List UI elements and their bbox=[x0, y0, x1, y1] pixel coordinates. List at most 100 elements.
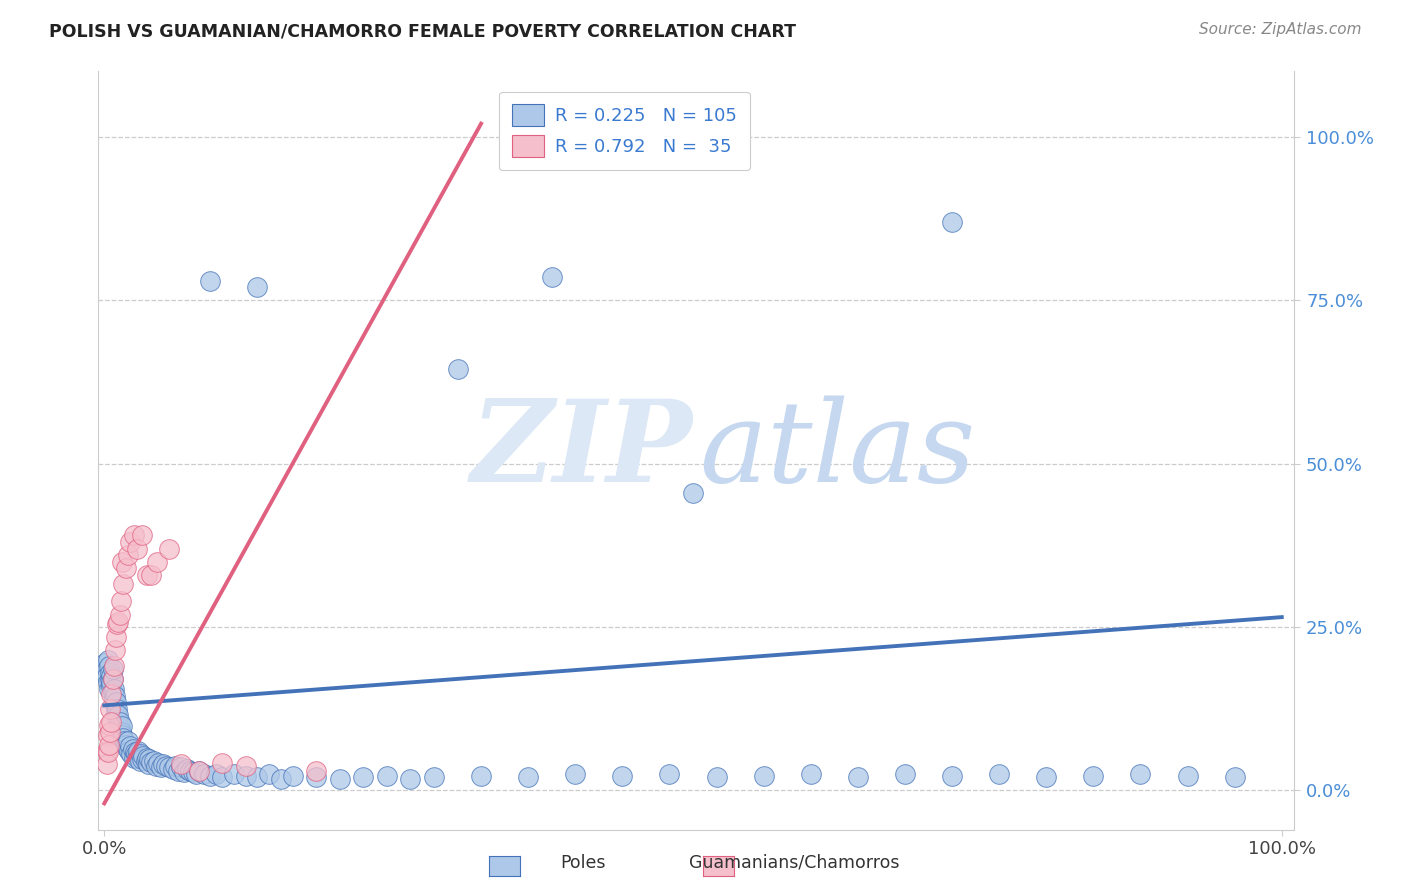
Point bbox=[107, 615, 129, 629]
Point bbox=[211, 756, 233, 770]
Point bbox=[149, 760, 172, 774]
Point bbox=[107, 708, 129, 723]
Point bbox=[112, 731, 135, 745]
Point bbox=[1035, 770, 1057, 784]
Point bbox=[1223, 770, 1246, 784]
Point bbox=[96, 757, 118, 772]
Point bbox=[118, 744, 141, 758]
Point bbox=[305, 764, 328, 778]
Point bbox=[1129, 767, 1152, 781]
Point bbox=[108, 721, 131, 735]
Point bbox=[129, 747, 152, 762]
Text: Poles: Poles bbox=[561, 854, 606, 871]
Point bbox=[135, 567, 157, 582]
Point bbox=[96, 669, 118, 683]
Point bbox=[170, 757, 193, 772]
Point bbox=[155, 758, 177, 772]
Point bbox=[200, 769, 222, 783]
Point bbox=[152, 757, 174, 772]
Point bbox=[211, 770, 233, 784]
Point bbox=[125, 747, 148, 762]
Point bbox=[97, 746, 120, 760]
Point bbox=[101, 672, 124, 686]
Point bbox=[329, 772, 352, 786]
Point bbox=[104, 642, 127, 657]
Text: ZIP: ZIP bbox=[471, 395, 692, 506]
Point bbox=[988, 767, 1011, 781]
Point bbox=[141, 567, 163, 582]
Point bbox=[98, 681, 121, 696]
Point bbox=[124, 746, 146, 760]
Point bbox=[941, 769, 963, 783]
Point bbox=[97, 728, 120, 742]
Point bbox=[105, 711, 128, 725]
Point bbox=[800, 767, 823, 781]
Point bbox=[100, 669, 122, 683]
Point bbox=[108, 714, 131, 729]
Point bbox=[1083, 769, 1105, 783]
Point bbox=[132, 749, 155, 764]
Point bbox=[200, 273, 222, 287]
Point bbox=[103, 691, 125, 706]
Point bbox=[470, 769, 492, 783]
Point bbox=[257, 767, 280, 781]
Point bbox=[142, 754, 165, 768]
Point bbox=[117, 734, 139, 748]
Point bbox=[127, 750, 149, 764]
Point bbox=[121, 742, 143, 756]
Point bbox=[131, 528, 153, 542]
Text: atlas: atlas bbox=[700, 395, 976, 506]
Point bbox=[162, 763, 184, 777]
Legend: R = 0.225   N = 105, R = 0.792   N =  35: R = 0.225 N = 105, R = 0.792 N = 35 bbox=[499, 92, 749, 170]
Point bbox=[235, 769, 257, 783]
Point bbox=[138, 752, 160, 766]
Point bbox=[127, 744, 149, 758]
Text: Guamanians/Chamorros: Guamanians/Chamorros bbox=[689, 854, 900, 871]
Point bbox=[98, 672, 121, 686]
Point bbox=[941, 215, 963, 229]
Point bbox=[128, 754, 150, 768]
Point bbox=[114, 738, 136, 752]
Point bbox=[352, 770, 374, 784]
Point bbox=[98, 701, 121, 715]
Point bbox=[105, 695, 128, 709]
Point bbox=[105, 701, 128, 715]
Point bbox=[246, 770, 269, 784]
Point bbox=[111, 719, 134, 733]
Point bbox=[97, 675, 120, 690]
Point bbox=[111, 555, 134, 569]
Point bbox=[122, 750, 145, 764]
Point bbox=[135, 750, 157, 764]
Point bbox=[103, 681, 125, 696]
Point bbox=[517, 770, 540, 784]
Point bbox=[98, 659, 121, 673]
Point bbox=[112, 577, 135, 591]
Point bbox=[179, 764, 201, 778]
Point bbox=[658, 767, 681, 781]
Point bbox=[103, 659, 125, 673]
Point bbox=[246, 280, 269, 294]
Point bbox=[94, 656, 117, 670]
Point bbox=[98, 738, 121, 752]
Point bbox=[98, 718, 121, 732]
Point bbox=[186, 767, 208, 781]
Point bbox=[104, 698, 127, 713]
Point bbox=[173, 765, 195, 780]
Point bbox=[222, 767, 245, 781]
Point bbox=[100, 679, 122, 693]
Point bbox=[110, 594, 132, 608]
Point bbox=[105, 630, 128, 644]
Point bbox=[157, 760, 180, 774]
Point bbox=[122, 528, 145, 542]
Text: POLISH VS GUAMANIAN/CHAMORRO FEMALE POVERTY CORRELATION CHART: POLISH VS GUAMANIAN/CHAMORRO FEMALE POVE… bbox=[49, 22, 796, 40]
Point bbox=[540, 270, 562, 285]
Point bbox=[111, 728, 134, 742]
Point bbox=[270, 772, 292, 786]
Point bbox=[305, 770, 328, 784]
Point bbox=[235, 758, 257, 772]
Text: Source: ZipAtlas.com: Source: ZipAtlas.com bbox=[1198, 22, 1361, 37]
Point bbox=[446, 361, 468, 376]
Point bbox=[96, 744, 118, 758]
Point bbox=[120, 747, 142, 762]
Point bbox=[167, 764, 190, 778]
